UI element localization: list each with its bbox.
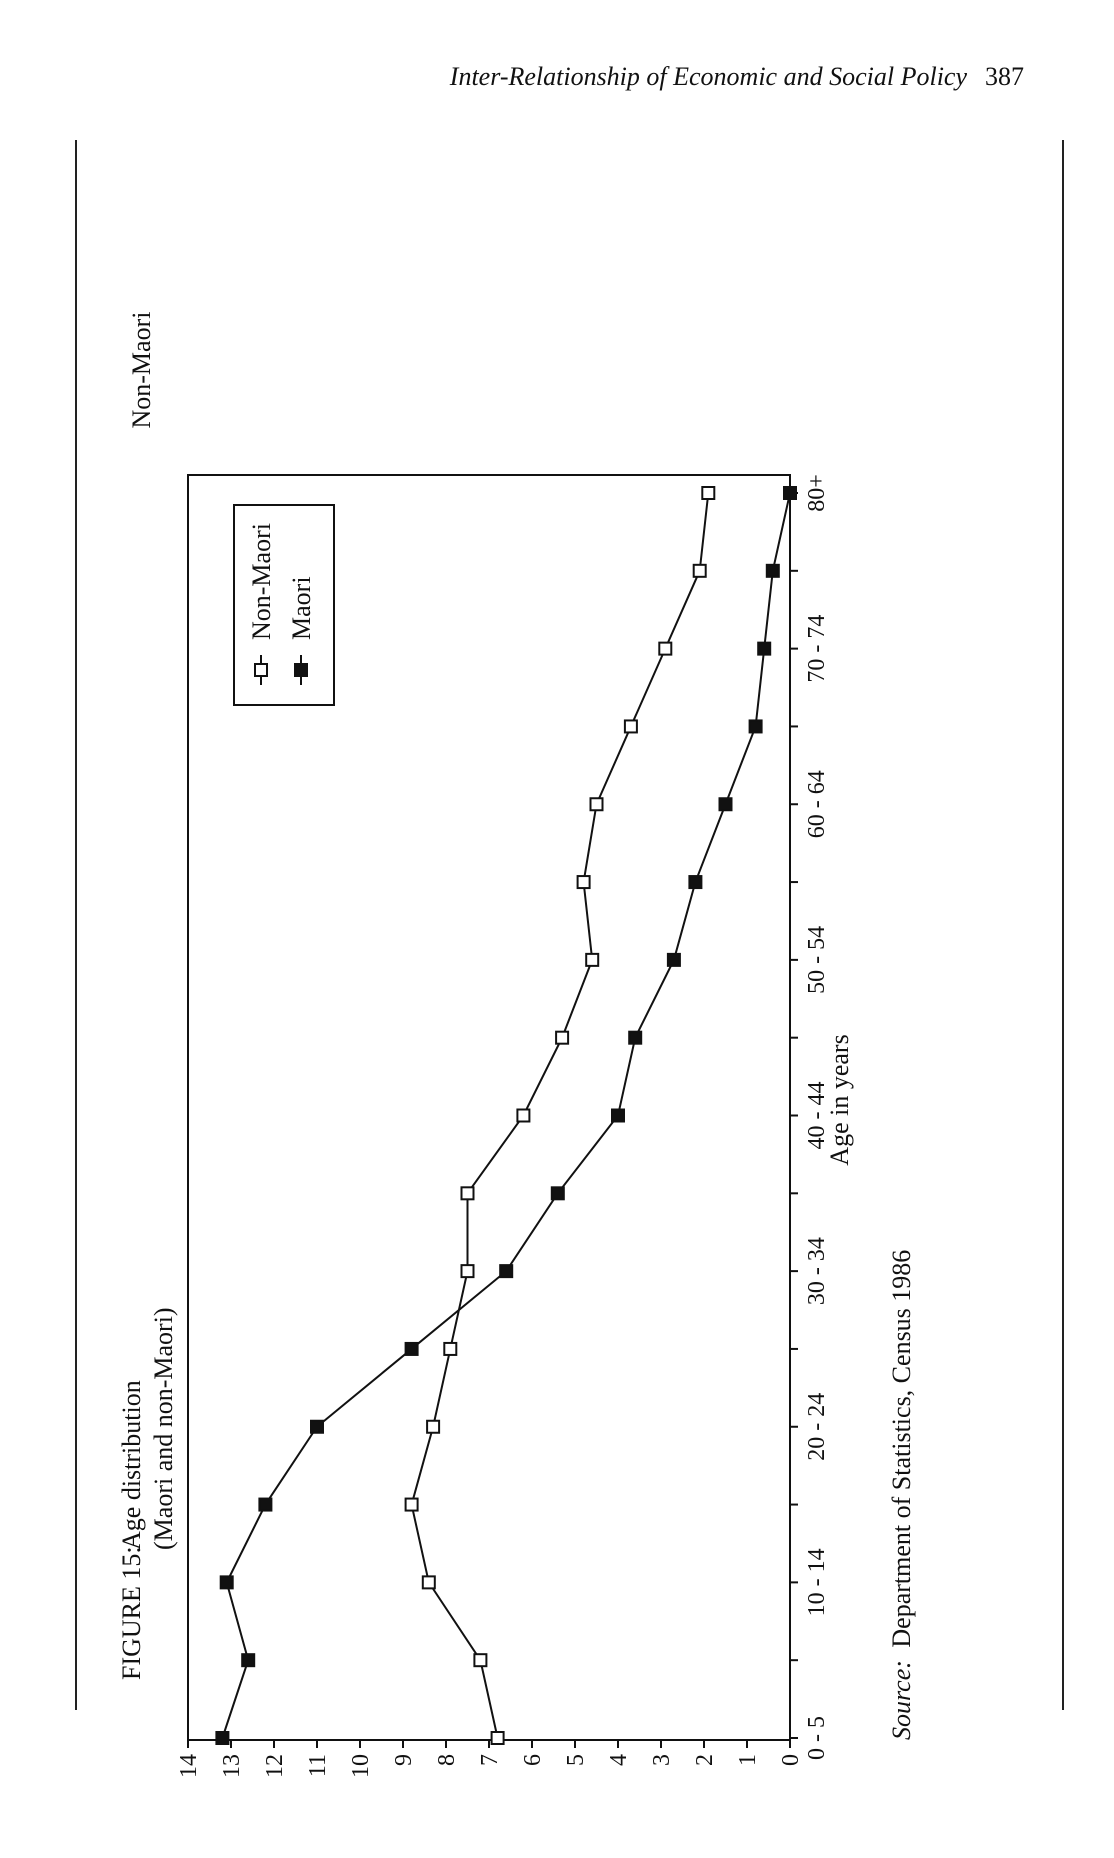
page-header: Inter-Relationship of Economic and Socia… (450, 62, 1024, 106)
figure-rule-left (75, 140, 77, 1710)
y-tick-label: 7 (477, 1754, 503, 1766)
page-number: 387 (985, 62, 1024, 91)
x-axis: 0 - 5 10 - 14 20 - 24 30 - 34 40 - 44 50 - 54… (790, 474, 830, 1760)
data-point-non-maori (490, 1731, 505, 1745)
figure-source: Source: Department of Statistics, Census… (887, 1250, 916, 1740)
chart-title: Non-Maori (127, 312, 156, 429)
legend: Non-Maori Maori (233, 504, 335, 706)
data-point-maori (748, 719, 763, 734)
data-point-maori (499, 1264, 514, 1279)
x-tick-label: 50 - 54 (804, 926, 830, 994)
data-point-maori (611, 1108, 625, 1123)
data-point-non-maori (421, 1575, 436, 1590)
x-axis-label: Age in years (825, 1034, 854, 1165)
y-tick-label: 0 (778, 1754, 804, 1766)
data-point-maori (757, 641, 772, 656)
data-point-non-maori (443, 1341, 458, 1356)
data-point-non-maori (426, 1419, 441, 1434)
data-point-maori (666, 952, 681, 967)
data-point-non-maori (585, 952, 600, 967)
x-tick-label: 20 - 24 (804, 1393, 830, 1461)
y-tick-label: 3 (649, 1754, 675, 1766)
data-point-maori (783, 486, 797, 500)
figure-caption-line2: (Maori and non-Maori) (149, 1307, 178, 1550)
y-tick-label: 14 (176, 1754, 202, 1778)
series-layer (215, 486, 797, 1745)
legend-label-non-maori: Non-Maori (247, 523, 276, 640)
y-tick-label: 6 (520, 1754, 546, 1766)
series-line-non-maori (410, 492, 710, 1739)
data-point-non-maori (623, 719, 638, 734)
y-tick-label: 9 (391, 1754, 417, 1766)
data-point-maori (241, 1653, 256, 1668)
legend-marker-maori (294, 663, 308, 677)
x-tick-label: 10 - 14 (804, 1548, 830, 1616)
data-point-maori (628, 1030, 643, 1045)
x-tick-label: 40 - 44 (804, 1082, 830, 1150)
x-tick-label: 60 - 64 (804, 770, 830, 838)
data-point-non-maori (555, 1030, 570, 1045)
data-point-maori (258, 1497, 273, 1512)
legend-label-maori: Maori (287, 576, 316, 640)
data-point-non-maori (473, 1653, 488, 1668)
data-point-non-maori (658, 641, 673, 656)
data-point-maori (219, 1575, 234, 1590)
y-tick-label: 2 (692, 1754, 718, 1766)
data-point-non-maori (404, 1497, 419, 1512)
data-point-non-maori (692, 563, 707, 578)
data-point-non-maori (460, 1186, 475, 1201)
figure-number-label: FIGURE 15: (117, 1546, 146, 1680)
y-tick-label: 11 (305, 1754, 331, 1777)
legend-box (233, 504, 335, 706)
running-head: Inter-Relationship of Economic and Socia… (449, 62, 967, 91)
source-label: Source: (887, 1660, 916, 1740)
data-point-non-maori (576, 875, 591, 890)
data-point-maori (404, 1341, 419, 1356)
data-point-non-maori (701, 486, 716, 500)
figure-rule-right (1062, 140, 1064, 1710)
data-point-maori (310, 1419, 324, 1434)
x-tick-label: 0 - 5 (804, 1716, 830, 1760)
data-point-maori (550, 1186, 565, 1201)
y-tick-label: 13 (219, 1754, 245, 1778)
x-tick-label: 70 - 74 (804, 615, 830, 683)
y-tick-label: 12 (262, 1754, 288, 1778)
data-point-non-maori (516, 1108, 531, 1123)
y-tick-label: 10 (348, 1754, 374, 1778)
data-point-maori (718, 797, 733, 812)
data-point-maori (215, 1731, 230, 1745)
data-point-maori (688, 875, 703, 890)
data-point-non-maori (589, 797, 604, 812)
legend-marker-non-maori (254, 663, 268, 677)
y-tick-label: 8 (434, 1754, 460, 1766)
x-tick-label: 30 - 34 (804, 1237, 830, 1305)
source-text: Department of Statistics, Census 1986 (887, 1250, 916, 1648)
data-point-non-maori (460, 1264, 475, 1279)
y-tick-label: 1 (735, 1754, 761, 1766)
figure-caption-line1: Age distribution (117, 1380, 146, 1550)
data-point-maori (765, 563, 780, 578)
x-tick-label: 80+ (804, 474, 830, 512)
y-tick-label: 4 (606, 1754, 632, 1766)
y-tick-label: 5 (563, 1754, 589, 1766)
